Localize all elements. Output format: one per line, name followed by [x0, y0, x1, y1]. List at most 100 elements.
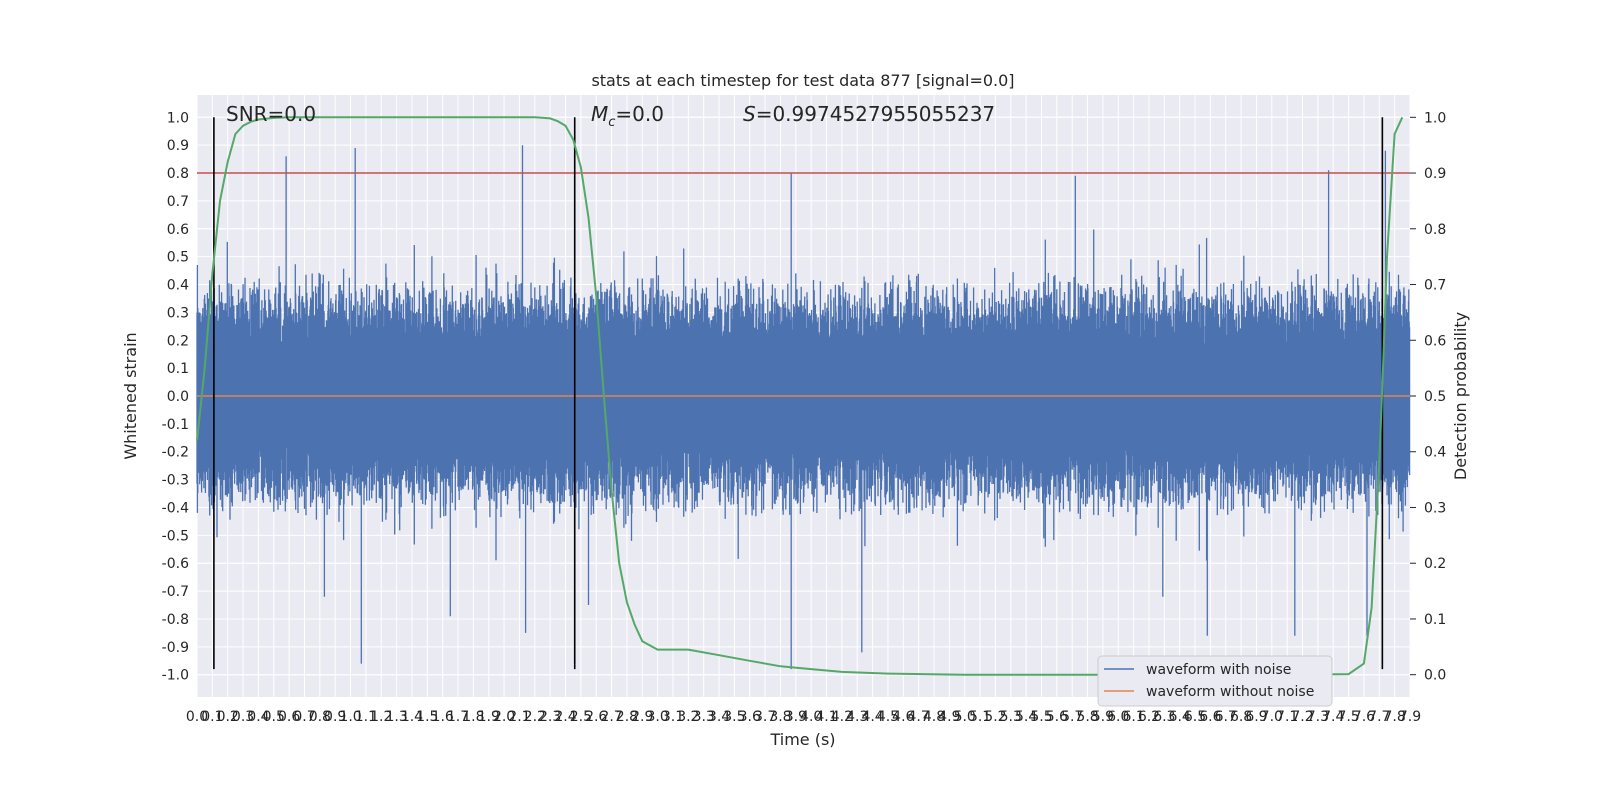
- y2-tick-label: 0.4: [1424, 445, 1446, 461]
- x-tick-label: 6.7: [1215, 709, 1237, 725]
- y-tick-label: -0.5: [162, 528, 189, 544]
- x-tick-label: 7.6: [1353, 709, 1375, 725]
- y2-tick-label: 1.0: [1424, 110, 1446, 126]
- y2-axis-label: Detection probability: [1451, 312, 1470, 480]
- y2-tick-label: 0.0: [1424, 668, 1446, 684]
- x-tick-label: 4.6: [892, 709, 914, 725]
- y-tick-label: -0.9: [162, 640, 189, 656]
- x-tick-label: 1.4: [401, 709, 423, 725]
- y-tick-label: -0.2: [162, 445, 189, 461]
- legend-box: [1097, 655, 1333, 707]
- x-tick-label: 3.6: [739, 709, 761, 725]
- x-tick-label: 6.6: [1199, 709, 1221, 725]
- y2-tick-label: 0.6: [1424, 333, 1446, 349]
- y2-tick-label: 0.9: [1424, 166, 1446, 182]
- x-tick-label: 5.5: [1030, 709, 1052, 725]
- legend-label-noise: waveform with noise: [1146, 662, 1291, 678]
- y-tick-label: 0.7: [167, 194, 189, 210]
- y-tick-label: -0.1: [162, 417, 189, 433]
- x-tick-label: 0.2: [217, 709, 239, 725]
- y-tick-label: 1.0: [167, 110, 189, 126]
- x-tick-label: 0.6: [278, 709, 300, 725]
- s-annotation: S=0.9974527955055237: [743, 102, 995, 126]
- mc-annotation: Mc=0.0: [591, 102, 664, 130]
- x-tick-label: 0.7: [293, 709, 315, 725]
- x-tick-label: 3.3: [693, 709, 715, 725]
- x-tick-label: 3.8: [769, 709, 791, 725]
- x-tick-label: 3.2: [677, 709, 699, 725]
- y-tick-label: 0.9: [167, 138, 189, 154]
- x-tick-label: 7.1: [1276, 709, 1298, 725]
- x-tick-label: 6.9: [1245, 709, 1267, 725]
- x-tick-label: 2.9: [631, 709, 653, 725]
- x-tick-label: 6.0: [1107, 709, 1129, 725]
- x-axis-ticks: 0.00.10.20.30.40.50.60.70.80.91.01.11.21…: [186, 709, 1421, 725]
- x-tick-label: 5.0: [954, 709, 976, 725]
- x-tick-label: 4.4: [861, 709, 883, 725]
- x-tick-label: 0.1: [201, 709, 223, 725]
- x-tick-label: 7.2: [1291, 709, 1313, 725]
- x-tick-label: 2.5: [570, 709, 592, 725]
- x-tick-label: 5.9: [1092, 709, 1114, 725]
- x-tick-label: 1.8: [462, 709, 484, 725]
- x-tick-label: 1.6: [432, 709, 454, 725]
- x-tick-label: 2.0: [493, 709, 515, 725]
- x-tick-label: 1.9: [478, 709, 500, 725]
- y2-tick-label: 0.5: [1424, 389, 1446, 405]
- y-tick-label: 0.0: [167, 389, 189, 405]
- x-tick-label: 1.5: [416, 709, 438, 725]
- y-tick-label: 0.6: [167, 222, 189, 238]
- x-tick-label: 6.1: [1122, 709, 1144, 725]
- y-tick-label: 0.8: [167, 166, 189, 182]
- s-symbol: S: [743, 102, 756, 126]
- x-tick-label: 3.9: [785, 709, 807, 725]
- y-tick-label: -0.4: [162, 500, 189, 516]
- y-tick-label: 0.2: [167, 333, 189, 349]
- x-tick-label: 2.4: [554, 709, 576, 725]
- x-tick-label: 6.8: [1230, 709, 1252, 725]
- x-tick-label: 5.8: [1076, 709, 1098, 725]
- y-tick-label: 0.3: [167, 305, 189, 321]
- x-tick-label: 1.1: [355, 709, 377, 725]
- x-axis-label: Time (s): [769, 730, 835, 749]
- snr-annotation: SNR=0.0: [226, 102, 316, 126]
- x-tick-label: 4.1: [815, 709, 837, 725]
- x-tick-label: 4.5: [877, 709, 899, 725]
- x-tick-label: 2.8: [616, 709, 638, 725]
- x-tick-label: 1.3: [385, 709, 407, 725]
- x-tick-label: 7.5: [1337, 709, 1359, 725]
- y-axis-ticks: 1.0 0.9 0.8 0.7 0.6 0.5 0.4 0.3 0.2 0.1 0.0 -0.1 -0.…: [162, 110, 189, 683]
- x-tick-label: 6.5: [1184, 709, 1206, 725]
- mc-value: =0.0: [615, 102, 664, 126]
- x-tick-label: 6.2: [1138, 709, 1160, 725]
- x-tick-label: 4.8: [923, 709, 945, 725]
- legend: waveform with noise waveform without noi…: [1097, 655, 1333, 707]
- y2-tick-label: 0.2: [1424, 556, 1446, 572]
- chart-title: stats at each timestep for test data 877…: [591, 71, 1014, 90]
- x-tick-label: 1.2: [370, 709, 392, 725]
- x-tick-label: 7.9: [1399, 709, 1421, 725]
- x-tick-label: 5.2: [984, 709, 1006, 725]
- x-tick-label: 7.4: [1322, 709, 1344, 725]
- x-tick-label: 3.4: [708, 709, 730, 725]
- y-tick-label: -0.8: [162, 612, 189, 628]
- legend-label-clean: waveform without noise: [1146, 684, 1314, 700]
- y-tick-label: 0.5: [167, 250, 189, 266]
- x-tick-label: 0.9: [324, 709, 346, 725]
- x-tick-label: 3.1: [662, 709, 684, 725]
- y-tick-label: 0.1: [167, 361, 189, 377]
- y2-axis-ticks: 1.0 0.9 0.8 0.7 0.6 0.5 0.4 0.3 0.2 0.1 0.0: [1410, 110, 1446, 684]
- y2-tick-label: 0.1: [1424, 612, 1446, 628]
- x-tick-label: 3.5: [723, 709, 745, 725]
- x-tick-label: 4.9: [938, 709, 960, 725]
- y2-tick-label: 0.7: [1424, 278, 1446, 294]
- y2-tick-label: 0.3: [1424, 500, 1446, 516]
- x-tick-label: 5.6: [1046, 709, 1068, 725]
- x-tick-label: 2.7: [600, 709, 622, 725]
- x-tick-label: 7.0: [1261, 709, 1283, 725]
- x-tick-label: 4.2: [831, 709, 853, 725]
- y2-tick-label: 0.8: [1424, 222, 1446, 238]
- x-tick-label: 4.7: [908, 709, 930, 725]
- x-tick-label: 0.4: [247, 709, 269, 725]
